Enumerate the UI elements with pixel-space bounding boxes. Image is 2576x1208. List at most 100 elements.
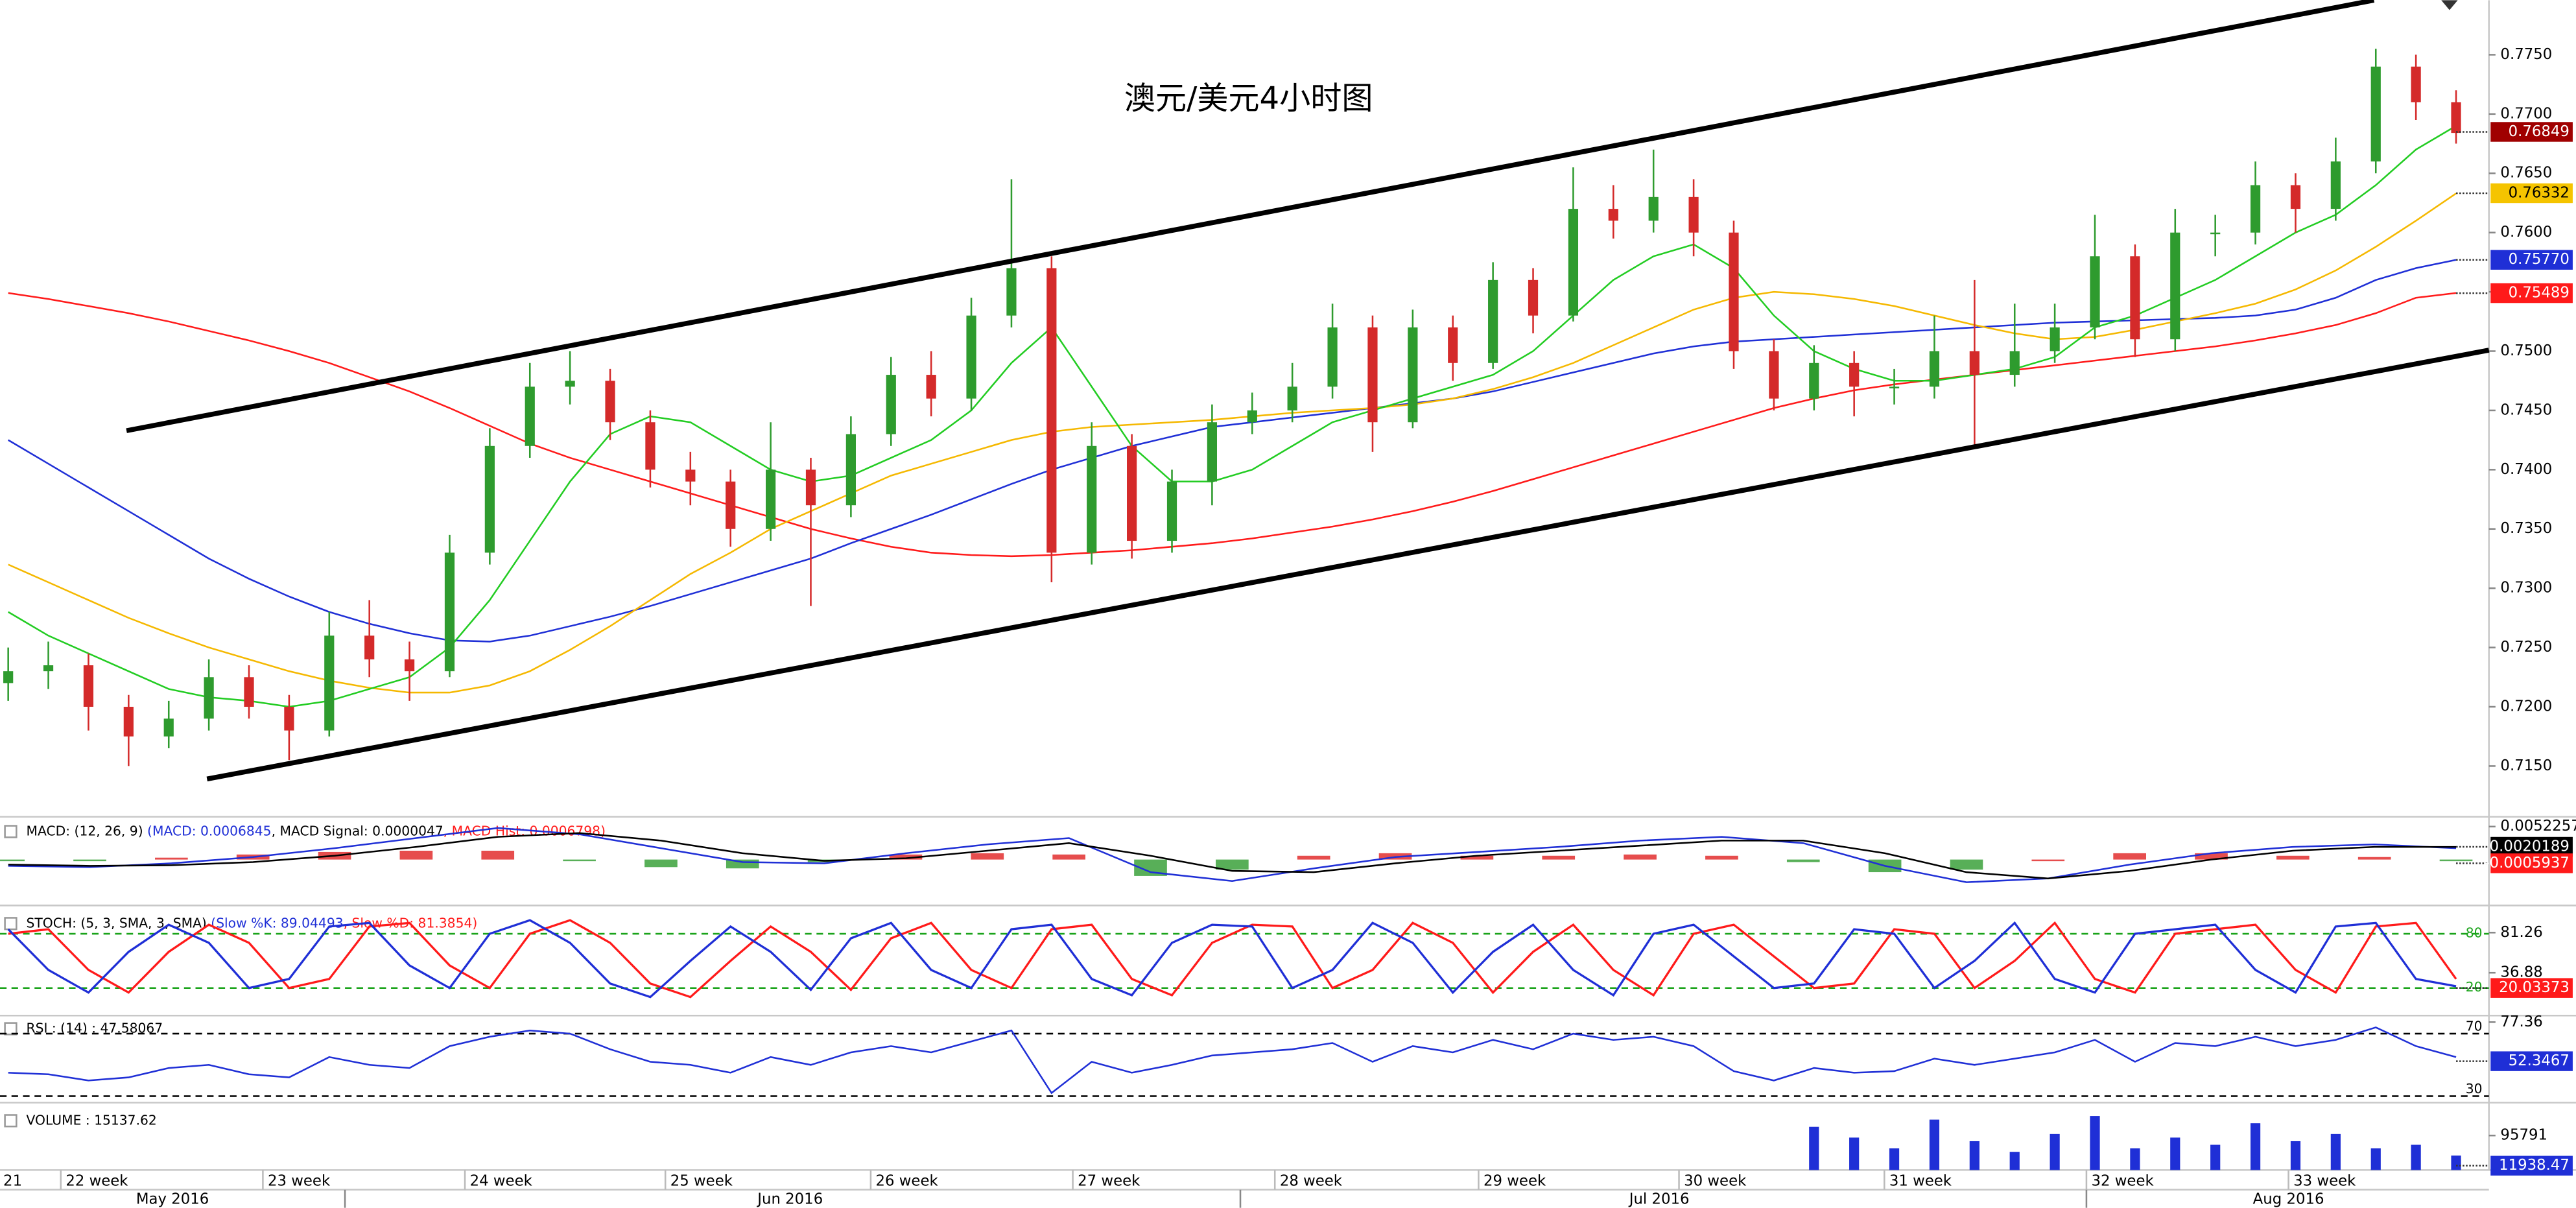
x-tick-label: 25 week bbox=[670, 1173, 733, 1190]
x-tick-label: 22 week bbox=[65, 1173, 128, 1190]
candle-body bbox=[2130, 256, 2140, 340]
candle-body bbox=[404, 659, 415, 672]
candle-body bbox=[484, 445, 495, 553]
price-tag-label: 52.3467 bbox=[2509, 1052, 2570, 1069]
price-tag-label: 0.76849 bbox=[2509, 123, 2570, 140]
legend-part: MACD: (12, 26, 9) bbox=[27, 823, 143, 838]
candle-body bbox=[2210, 232, 2221, 235]
level-label: 20 bbox=[2466, 979, 2483, 995]
price-tag-label: 11938.47 bbox=[2499, 1157, 2570, 1174]
price-tag-label: 20.03373 bbox=[2499, 979, 2570, 996]
candle-body bbox=[2170, 232, 2180, 340]
candle-body bbox=[1087, 445, 1097, 553]
scroll-arrow[interactable] bbox=[2441, 0, 2458, 10]
x-tick-label: 26 week bbox=[876, 1173, 939, 1190]
price-tag-label: 0.75489 bbox=[2509, 285, 2570, 302]
candle-body bbox=[244, 677, 254, 707]
indicator-legend: MACD: (12, 26, 9) (MACD: 0.0006845, MACD… bbox=[27, 823, 606, 838]
volume-bar bbox=[2009, 1152, 2020, 1170]
plot: 0.7150 0.7200 0.7250 0.7300 0.7350 0.7400 0.74… bbox=[0, 46, 2576, 1208]
trend-line bbox=[206, 348, 2490, 782]
price-tag-label: 0.75770 bbox=[2509, 251, 2570, 268]
volume-bar bbox=[2451, 1155, 2461, 1170]
y-tick-label: 0.7450 bbox=[2500, 401, 2552, 418]
macd-hist bbox=[481, 850, 515, 860]
candle-body bbox=[1367, 327, 1378, 423]
candle-body bbox=[3, 671, 14, 683]
level-label: 80 bbox=[2466, 925, 2483, 941]
candle-body bbox=[1889, 386, 1900, 388]
candle-body bbox=[926, 375, 936, 399]
macd-hist bbox=[2357, 857, 2391, 860]
candle-body bbox=[364, 635, 375, 659]
price-tag bbox=[2490, 1155, 2573, 1176]
y-tick-label: 0.7500 bbox=[2500, 342, 2552, 359]
x-tick-label: 30 week bbox=[1684, 1173, 1747, 1190]
candle-body bbox=[2330, 161, 2341, 209]
volume-bar bbox=[1969, 1141, 1979, 1170]
y-tick-label: 95791 bbox=[2500, 1127, 2547, 1144]
level-label: 70 bbox=[2466, 1018, 2483, 1034]
candle-body bbox=[1207, 422, 1218, 482]
candle-body bbox=[726, 481, 736, 529]
candle-body bbox=[845, 434, 856, 506]
candle-body bbox=[1769, 351, 1779, 399]
price-tag bbox=[2490, 853, 2573, 873]
candle-body bbox=[1287, 386, 1297, 410]
candle-body bbox=[685, 469, 696, 482]
volume-bar bbox=[1809, 1126, 1819, 1170]
indicator-line bbox=[8, 919, 2457, 999]
candle-body bbox=[1608, 209, 1618, 221]
volume-bar bbox=[2210, 1144, 2221, 1170]
macd-hist bbox=[2113, 853, 2146, 860]
candle-body bbox=[966, 315, 976, 399]
candle-body bbox=[83, 665, 94, 707]
volume-bar bbox=[1929, 1119, 1940, 1170]
y-tick-label: 0.7400 bbox=[2500, 461, 2552, 478]
price-tag-label: -0.0005937 bbox=[2484, 855, 2570, 871]
candle-body bbox=[204, 677, 214, 719]
indicator-line bbox=[8, 259, 2457, 643]
macd-hist bbox=[889, 854, 923, 860]
candle-body bbox=[1849, 362, 1860, 387]
legend-box bbox=[4, 825, 18, 838]
legend-box bbox=[4, 1114, 18, 1128]
candle-body bbox=[1729, 232, 1739, 351]
x-tick-label: 29 week bbox=[1483, 1173, 1546, 1190]
x-tick-label: 33 week bbox=[2293, 1173, 2356, 1190]
macd-hist bbox=[73, 859, 106, 862]
macd-hist bbox=[1052, 854, 1085, 860]
candle-body bbox=[605, 381, 615, 423]
candle-body bbox=[1327, 327, 1338, 387]
candle-body bbox=[766, 469, 776, 529]
indicator-line bbox=[7, 919, 2457, 999]
macd-hist bbox=[644, 859, 678, 868]
candle-body bbox=[1408, 327, 1418, 423]
legend-part: STOCH: (5, 3, SMA, 3, SMA) bbox=[27, 915, 207, 930]
candle-body bbox=[1969, 351, 1979, 375]
volume-bar bbox=[1849, 1137, 1860, 1170]
y-tick-label: 0.7300 bbox=[2500, 580, 2552, 597]
macd-hist bbox=[1542, 855, 1576, 860]
candle-body bbox=[1688, 196, 1699, 233]
candle-body bbox=[565, 381, 575, 387]
macd-hist bbox=[1705, 855, 1738, 860]
candle-body bbox=[444, 552, 455, 672]
month-label: Jul 2016 bbox=[1628, 1191, 1690, 1208]
price-tag-label: 0.76332 bbox=[2509, 184, 2570, 201]
y-tick-label: 77.36 bbox=[2500, 1013, 2542, 1030]
indicator-legend: VOLUME : 15137.62 bbox=[27, 1112, 157, 1128]
level-label: 30 bbox=[2466, 1081, 2483, 1096]
x-tick-label: 27 week bbox=[1078, 1173, 1140, 1190]
price-tag bbox=[2490, 1051, 2573, 1071]
candle-body bbox=[324, 635, 335, 731]
macd-hist bbox=[1460, 855, 1494, 860]
chart-title: 澳元/美元4小时图 bbox=[1124, 80, 1373, 117]
price-tag bbox=[2490, 250, 2573, 270]
month-label: Aug 2016 bbox=[2253, 1191, 2324, 1208]
candle-body bbox=[2451, 102, 2461, 134]
